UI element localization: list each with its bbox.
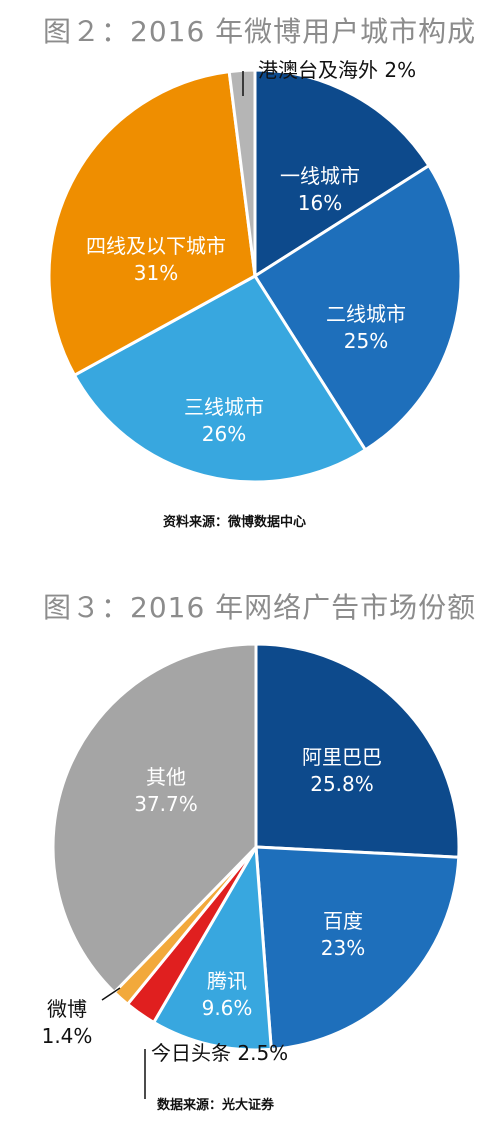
slice-value-label: 9.6% <box>202 996 253 1020</box>
pie-slice-6 <box>51 642 258 994</box>
slice-label: 微博 <box>47 997 87 1021</box>
slice-value-label: 26% <box>202 422 246 446</box>
pie-chart-ad-market-share: 阿里巴巴 25.8% 百度 23% 腾讯 9.6% 今日头条 2.5% 微博 1.4% 其他 37.… <box>42 642 461 1099</box>
slice-value-label: 25% <box>344 329 388 353</box>
chart-block-city-distribution: 图２：2016 年微博用户城市构成 一线城市 16% 二线城市 25% 三线城市 26% 四… <box>0 0 500 560</box>
pie-slice-1 <box>254 642 461 859</box>
slice-label: 一线城市 <box>280 164 360 188</box>
slice-label: 二线城市 <box>326 302 406 326</box>
chart-block-ad-market-share: 图３：2016 年网络广告市场份额 阿里巴巴 25.8% 百度 23% 腾讯 9.6% 今日… <box>0 578 500 1123</box>
pie-slice-1 <box>253 68 431 278</box>
slice-value-label: 37.7% <box>134 792 198 816</box>
chart-source: 资料来源：微博数据中心 <box>163 515 307 530</box>
pie-slice-3 <box>72 274 367 484</box>
slice-label: 百度 <box>323 909 363 933</box>
chart-title: 图３：2016 年网络广告市场份额 <box>43 591 477 624</box>
chart-source: 数据来源：光大证券 <box>157 1098 275 1113</box>
slice-label: 其他 <box>146 765 186 789</box>
slice-value-label: 23% <box>321 936 365 960</box>
slice-value-label: 25.8% <box>310 772 374 796</box>
slice-label: 腾讯 <box>207 969 247 993</box>
leader-line <box>101 987 121 1001</box>
pie-slice-4 <box>47 70 257 377</box>
slice-label: 三线城市 <box>184 395 264 419</box>
slice-value-label: 31% <box>134 261 178 285</box>
slice-label: 四线及以下城市 <box>86 234 226 258</box>
slice-label: 港澳台及海外 2% <box>258 58 416 82</box>
slice-label: 阿里巴巴 <box>302 745 382 769</box>
pie-chart-city-distribution: 一线城市 16% 二线城市 25% 三线城市 26% 四线及以下城市 31% 港澳台及海外 2% <box>47 58 463 484</box>
slice-value-label: 16% <box>298 191 342 215</box>
pie-slice-5 <box>227 68 257 278</box>
pie-slice-3 <box>152 845 273 1052</box>
chart-title: 图２：2016 年微博用户城市构成 <box>43 15 477 48</box>
pie-slice-2 <box>253 164 463 452</box>
slice-value-label: 1.4% <box>42 1024 93 1048</box>
slice-label: 今日头条 2.5% <box>151 1041 288 1065</box>
pie-slice-2 <box>254 845 461 1051</box>
